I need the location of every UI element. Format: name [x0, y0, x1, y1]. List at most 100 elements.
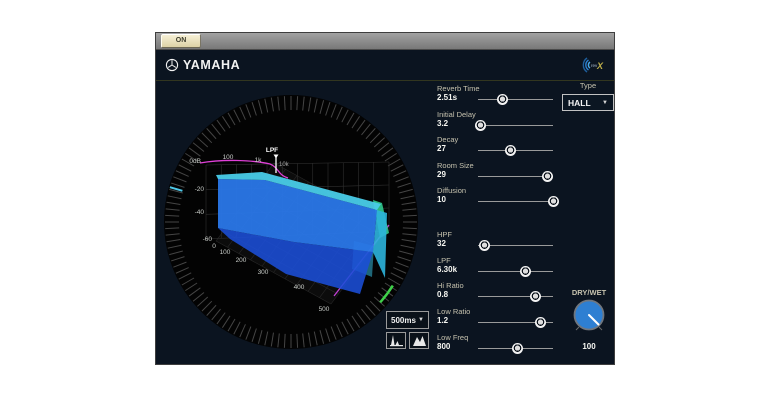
knob-pointer: [588, 314, 600, 326]
dial-green-marker: [379, 284, 394, 304]
slider-value: 1.2: [437, 316, 449, 325]
slider-line: [478, 176, 553, 177]
slider-line: [478, 125, 553, 126]
room-size-slider[interactable]: [478, 171, 554, 182]
dial-tick-ring: [165, 96, 417, 348]
svg-text:1k: 1k: [255, 157, 263, 164]
decay-slider[interactable]: [478, 145, 553, 156]
slider-value: 2.51s: [437, 93, 458, 102]
dry-wet-block: DRY/WET 100: [561, 288, 617, 351]
dry-wet-label: DRY/WET: [571, 288, 607, 297]
svg-text:0dB: 0dB: [189, 158, 201, 165]
spectrum-mountain-icon: [412, 336, 426, 346]
axis-labels: 0dB -20 -40 -60 0 100 200 300 400 500 10…: [189, 147, 329, 313]
lpf-slider[interactable]: [478, 266, 553, 277]
hi-ratio-slider[interactable]: [478, 291, 553, 302]
slider-label: HPF: [437, 230, 452, 239]
slider-line: [478, 322, 553, 323]
impulse-histogram-icon: [389, 335, 403, 347]
slider-row-reverb-time: Reverb Time 2.51s: [437, 84, 553, 110]
reverb-3d-display: 0dB -20 -40 -60 0 100 200 300 400 500 10…: [164, 95, 418, 349]
slider-row-decay: Decay 27: [437, 135, 553, 161]
slider-row-diffusion: Diffusion 10: [437, 186, 559, 212]
time-range-value: 500ms: [391, 315, 416, 325]
type-value: HALL: [568, 97, 591, 108]
dry-wet-value: 100: [582, 342, 596, 351]
slider-label: Low Freq: [437, 333, 469, 342]
low-ratio-slider[interactable]: [478, 317, 553, 328]
slider-label: Reverb Time: [437, 84, 480, 93]
dial-cyan-marker: [169, 186, 183, 192]
svg-text:400: 400: [294, 284, 305, 291]
initial-delay-slider[interactable]: [474, 120, 553, 131]
slider-value: 27: [437, 144, 446, 153]
dropdown-arrow-icon: ▼: [418, 317, 424, 323]
slider-row-room-size: Room Size 29: [437, 161, 554, 187]
reverb-surfaces: [216, 172, 389, 294]
slider-knob[interactable]: [535, 317, 547, 328]
brand-text: YAMAHA: [183, 58, 241, 72]
header: YAMAHA rev X: [156, 50, 614, 81]
lpf-marker-flag: [273, 154, 279, 159]
low-freq-slider[interactable]: [478, 343, 553, 354]
hpf-slider[interactable]: [478, 240, 553, 251]
slider-value: 32: [437, 239, 446, 248]
slider-label: Initial Delay: [437, 110, 476, 119]
slider-value: 0.8: [437, 290, 449, 299]
slider-label: Room Size: [437, 161, 474, 170]
view-impulse-button[interactable]: [386, 332, 406, 349]
slider-line: [478, 271, 553, 272]
svg-text:300: 300: [258, 269, 269, 276]
diffusion-slider[interactable]: [478, 196, 559, 207]
slider-value: 800: [437, 342, 451, 351]
time-range-dropdown[interactable]: 500ms ▼: [386, 311, 429, 329]
slider-label: Diffusion: [437, 186, 467, 195]
type-label: Type: [579, 81, 597, 90]
svg-text:LPF: LPF: [266, 147, 278, 154]
slider-value: 3.2: [437, 119, 449, 128]
svg-text:-60: -60: [203, 236, 213, 243]
slider-row-low-freq: Low Freq 800: [437, 333, 553, 359]
slider-row-hpf: HPF 32: [437, 230, 553, 256]
titlebar: ON: [156, 33, 614, 50]
spectrum-curve: [199, 159, 289, 179]
svg-text:500: 500: [319, 306, 330, 313]
slider-label: Decay: [437, 135, 459, 144]
slider-knob[interactable]: [504, 145, 516, 156]
slider-knob[interactable]: [478, 240, 490, 251]
slider-line: [478, 245, 553, 246]
slider-knob[interactable]: [530, 291, 542, 302]
svg-text:100: 100: [223, 154, 234, 161]
slider-value: 10: [437, 195, 446, 204]
view-spectrum-button[interactable]: [409, 332, 429, 349]
slider-knob[interactable]: [512, 343, 524, 354]
slider-label: Low Ratio: [437, 307, 471, 316]
slider-knob[interactable]: [519, 266, 531, 277]
svg-text:X: X: [596, 61, 604, 71]
slider-value: 6.30k: [437, 265, 458, 274]
svg-text:rev: rev: [591, 63, 598, 68]
on-button[interactable]: ON: [161, 34, 201, 48]
svg-text:0: 0: [212, 243, 216, 250]
svg-text:-20: -20: [195, 186, 205, 193]
slider-value: 29: [437, 170, 446, 179]
rev-x-logo: rev X: [582, 56, 604, 73]
slider-knob[interactable]: [547, 196, 559, 207]
yamaha-tuning-fork-icon: [165, 58, 179, 72]
slider-knob[interactable]: [474, 120, 486, 131]
slider-row-low-ratio: Low Ratio 1.2: [437, 307, 553, 333]
slider-knob[interactable]: [497, 94, 509, 105]
slider-label: Hi Ratio: [437, 281, 464, 290]
svg-text:10k: 10k: [279, 162, 290, 168]
dry-wet-knob[interactable]: [570, 297, 608, 335]
dropdown-arrow-icon: ▼: [602, 99, 608, 106]
slider-knob[interactable]: [542, 171, 554, 182]
slider-row-initial-delay: Initial Delay 3.2: [437, 110, 553, 136]
reverb-time-slider[interactable]: [478, 94, 553, 105]
slider-line: [478, 201, 553, 202]
slider-row-lpf: LPF 6.30k: [437, 256, 553, 282]
slider-line: [478, 296, 553, 297]
svg-text:-40: -40: [195, 209, 205, 216]
type-dropdown[interactable]: HALL ▼: [562, 94, 614, 111]
